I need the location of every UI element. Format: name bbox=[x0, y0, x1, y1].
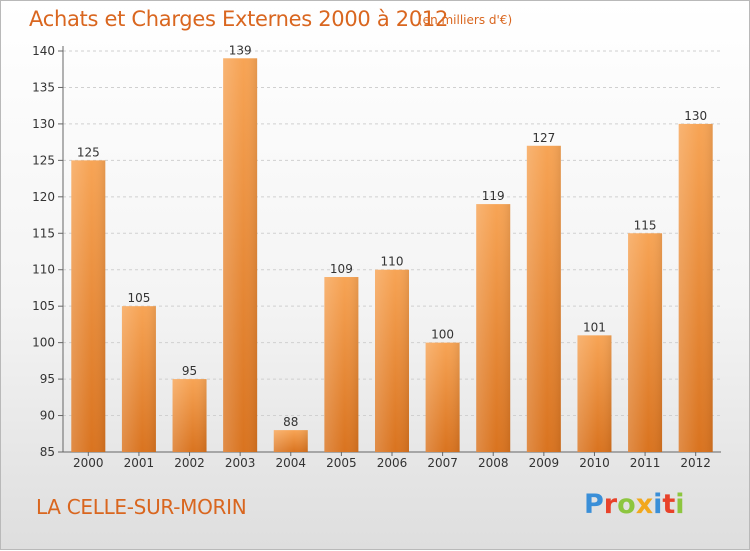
y-tick-label: 135 bbox=[32, 80, 55, 94]
y-tick-label: 140 bbox=[32, 44, 55, 58]
data-label: 100 bbox=[431, 328, 454, 342]
data-label: 125 bbox=[77, 145, 100, 159]
logo-letter: r bbox=[603, 489, 618, 520]
logo-letter: i bbox=[653, 489, 663, 520]
bar-shade-2006 bbox=[375, 269, 409, 452]
data-label: 115 bbox=[634, 218, 657, 232]
x-tick-label: 2005 bbox=[326, 456, 357, 470]
x-tick-label: 2004 bbox=[275, 456, 306, 470]
x-tick-label: 2010 bbox=[579, 456, 610, 470]
y-tick-label: 115 bbox=[32, 226, 55, 240]
proxiti-logo: Proxiti bbox=[584, 489, 685, 520]
logo-letter: t bbox=[662, 489, 676, 520]
x-tick-label: 2011 bbox=[630, 456, 661, 470]
bar-shade-2010 bbox=[577, 335, 612, 452]
x-tick-label: 2001 bbox=[124, 456, 155, 470]
logo-letter: x bbox=[635, 489, 654, 520]
chart-subtitle: (en milliers d'€) bbox=[418, 13, 513, 27]
bar-shade-2002 bbox=[172, 379, 207, 452]
x-tick-label: 2003 bbox=[225, 456, 256, 470]
y-tick-label: 95 bbox=[40, 372, 55, 386]
chart-title: Achats et Charges Externes 2000 à 2012 bbox=[29, 7, 449, 31]
x-tick-label: 2002 bbox=[174, 456, 205, 470]
y-tick-label: 100 bbox=[32, 336, 55, 350]
y-tick-label: 125 bbox=[32, 153, 55, 167]
data-label: 130 bbox=[684, 109, 707, 123]
data-label: 105 bbox=[127, 291, 150, 305]
y-tick-label: 110 bbox=[32, 263, 55, 277]
bar-shade-2008 bbox=[476, 204, 511, 452]
data-label: 101 bbox=[583, 320, 606, 334]
bar-shade-2004 bbox=[273, 430, 308, 452]
bar-shade-2011 bbox=[628, 233, 663, 452]
bar-shade-2003 bbox=[223, 58, 258, 453]
logo-letter: i bbox=[675, 489, 685, 520]
bar-shade-2009 bbox=[526, 145, 561, 453]
bar-shade-2000 bbox=[71, 160, 106, 452]
logo-letter: o bbox=[617, 489, 636, 520]
x-tick-label: 2009 bbox=[529, 456, 560, 470]
data-label: 88 bbox=[283, 415, 298, 429]
commune-name: LA CELLE-SUR-MORIN bbox=[36, 495, 247, 519]
data-label: 127 bbox=[532, 131, 555, 145]
x-tick-label: 2007 bbox=[427, 456, 458, 470]
data-label: 139 bbox=[229, 43, 252, 57]
y-tick-label: 90 bbox=[40, 409, 55, 423]
data-label: 95 bbox=[182, 364, 197, 378]
x-tick-label: 2012 bbox=[680, 456, 711, 470]
bar-shade-2001 bbox=[121, 306, 156, 452]
bar-shade-2007 bbox=[425, 342, 460, 452]
bar-shade-2005 bbox=[324, 277, 359, 452]
data-label: 119 bbox=[482, 189, 505, 203]
y-tick-label: 120 bbox=[32, 190, 55, 204]
x-tick-label: 2008 bbox=[478, 456, 509, 470]
data-label: 110 bbox=[381, 255, 404, 269]
bar-shade-2012 bbox=[678, 123, 713, 452]
y-tick-label: 130 bbox=[32, 117, 55, 131]
data-label: 109 bbox=[330, 262, 353, 276]
logo-letter: P bbox=[584, 489, 604, 520]
x-tick-label: 2000 bbox=[73, 456, 104, 470]
y-tick-label: 105 bbox=[32, 299, 55, 313]
y-tick-label: 85 bbox=[40, 445, 55, 459]
x-tick-label: 2006 bbox=[377, 456, 408, 470]
